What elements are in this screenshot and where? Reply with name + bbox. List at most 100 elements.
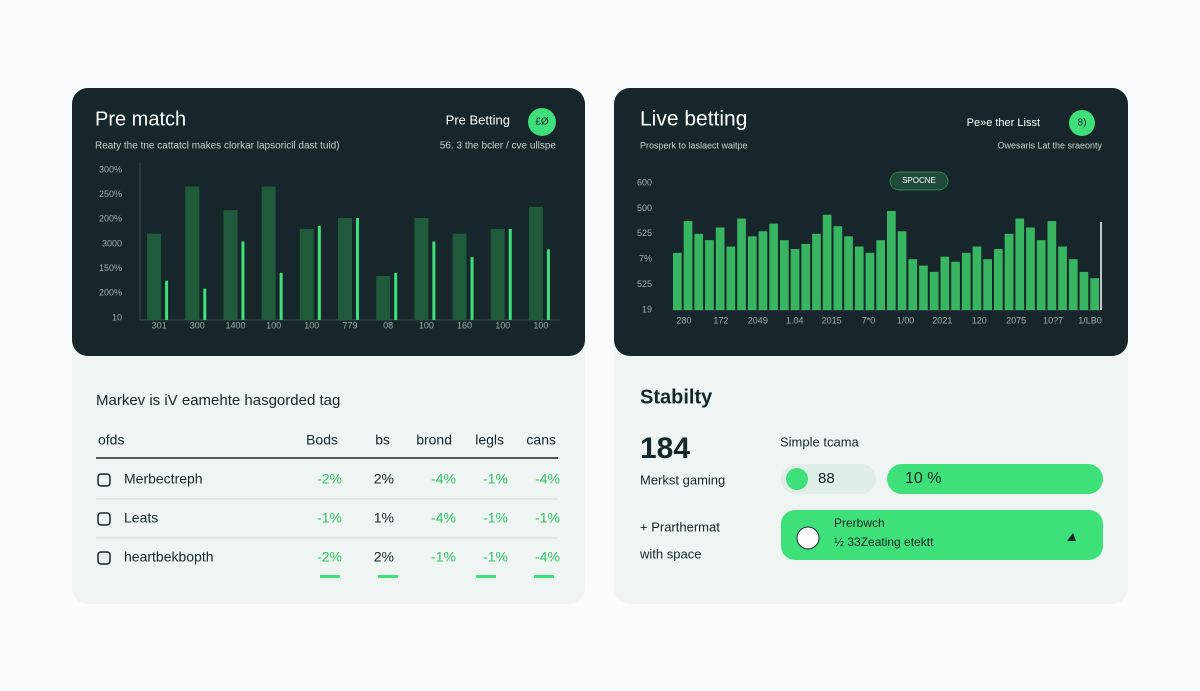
y-tick-label: 7% xyxy=(639,254,652,264)
title: Pre match xyxy=(95,108,186,130)
table-cell: -1% xyxy=(483,549,508,565)
bar xyxy=(356,217,359,320)
underline xyxy=(378,575,398,578)
x-tick-label: 2021 xyxy=(932,315,952,325)
y-tick-label: 525 xyxy=(637,228,652,238)
subtitle: 56. 3 the bcler / cve ullspe xyxy=(440,141,557,152)
x-tick-label: 100 xyxy=(495,320,510,330)
bar xyxy=(1058,246,1067,310)
y-tick-label: 3000 xyxy=(102,238,122,248)
big-number: 184 xyxy=(640,432,690,465)
button[interactable]: Pe»e ther Lisst xyxy=(967,117,1040,129)
bar xyxy=(961,252,971,310)
bar xyxy=(758,231,768,310)
y-tick-label: 10 xyxy=(112,312,122,322)
bar xyxy=(983,259,992,310)
bar xyxy=(790,249,800,310)
promo[interactable] xyxy=(781,510,1103,560)
bar xyxy=(780,240,789,310)
table-cell: 1% xyxy=(374,510,394,526)
bar xyxy=(1047,221,1057,310)
bar xyxy=(317,225,321,320)
pill-text: 88 xyxy=(818,470,835,487)
row-label: Leats xyxy=(124,510,158,526)
bar xyxy=(299,228,314,320)
row-icon xyxy=(97,551,111,565)
y-tick-label: 19 xyxy=(642,304,652,314)
badge xyxy=(889,171,949,191)
x-tick-label: 1400 xyxy=(225,320,245,330)
badge-text: SPOCNE xyxy=(902,176,936,185)
x-tick-label: 100 xyxy=(533,320,548,330)
x-tick-label: 120 xyxy=(972,315,987,325)
icon-circle[interactable] xyxy=(528,108,556,136)
bar xyxy=(854,246,864,310)
table-cell: -2% xyxy=(317,549,342,565)
icon: £Ø xyxy=(535,117,549,128)
table-cell: -4% xyxy=(431,510,456,526)
x-tick-label: 172 xyxy=(713,315,728,325)
heading: Markev is iV eamehte hasgorded tag xyxy=(96,392,340,409)
row-icon xyxy=(97,473,111,487)
bar xyxy=(490,228,505,320)
x-tick-label: 1/LB0 xyxy=(1078,315,1102,325)
bar xyxy=(528,206,543,320)
icon-circle[interactable] xyxy=(1069,110,1095,136)
bar xyxy=(1068,259,1078,310)
x-tick-label: 301 xyxy=(152,320,167,330)
bar xyxy=(887,210,896,310)
x-tick-label: 100 xyxy=(304,320,319,330)
x-tick-label: 100 xyxy=(419,320,434,330)
bar xyxy=(994,249,1003,310)
button[interactable]: Pre Betting xyxy=(446,112,510,127)
progress[interactable] xyxy=(887,464,1103,494)
table-cell: -2% xyxy=(317,471,342,487)
subtitle: Owesaris Lat the sraeonty xyxy=(997,140,1102,150)
table-header: legls xyxy=(475,432,504,448)
x-tick-label: 2075 xyxy=(1006,315,1026,325)
bar xyxy=(470,257,474,320)
y-tick-label: 200% xyxy=(99,214,122,224)
table-cell: 2% xyxy=(374,549,394,565)
heading: Stabilty xyxy=(640,386,713,408)
table-cell: -4% xyxy=(535,549,560,565)
table-cell: -4% xyxy=(431,471,456,487)
row-icon xyxy=(97,512,111,526)
bar xyxy=(769,223,778,310)
bar xyxy=(694,233,704,310)
bar xyxy=(801,243,811,310)
table-header: Bods xyxy=(306,432,338,448)
bar xyxy=(546,249,550,320)
caption: Merkst gaming xyxy=(640,472,725,487)
bar xyxy=(432,241,436,320)
bar xyxy=(1036,240,1046,310)
bar xyxy=(737,218,746,310)
x-tick-label: 7*0 xyxy=(862,315,876,325)
bar xyxy=(715,227,725,310)
bar xyxy=(940,256,950,310)
subtitle: Reaty the tne cattatcl makes clorkar lap… xyxy=(95,141,340,152)
x-tick-label: 160 xyxy=(457,320,472,330)
x-tick-label: 2015 xyxy=(822,315,842,325)
bar xyxy=(185,186,200,320)
bar xyxy=(376,276,391,320)
bar xyxy=(414,217,429,320)
bar xyxy=(747,236,757,310)
bar xyxy=(147,233,162,320)
y-tick-label: 150% xyxy=(99,263,122,273)
note: with space xyxy=(639,546,701,561)
bar xyxy=(705,240,714,310)
x-tick-label: 2049 xyxy=(748,315,768,325)
promo-title: Prerbwch xyxy=(834,516,885,530)
progress-text: 10 % xyxy=(905,470,941,487)
y-tick-label: 250% xyxy=(99,189,122,199)
y-tick-label: 300% xyxy=(99,164,122,174)
bar xyxy=(452,233,467,320)
ball-icon xyxy=(796,526,820,550)
bar xyxy=(261,186,276,320)
bar xyxy=(897,231,907,310)
table-cell: -1% xyxy=(317,510,342,526)
y-tick-label: 600 xyxy=(637,177,652,187)
label: Simple tcama xyxy=(780,434,860,449)
bar xyxy=(876,240,885,310)
